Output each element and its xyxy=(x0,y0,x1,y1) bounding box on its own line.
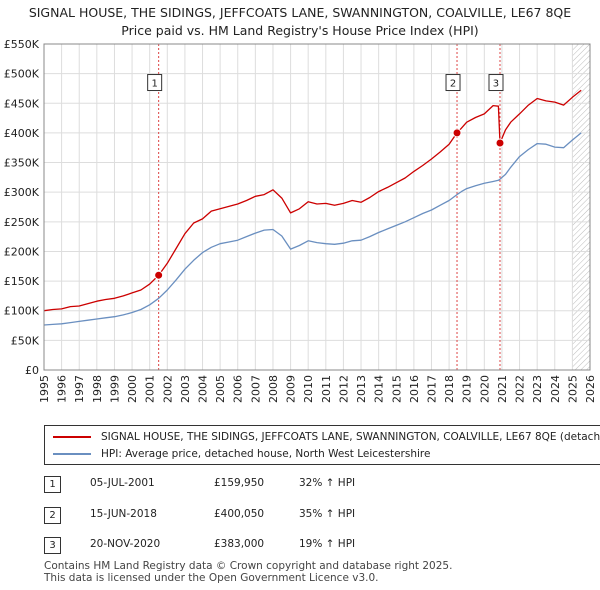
x-tick-label: 2007 xyxy=(249,375,262,403)
x-tick-label: 2012 xyxy=(337,375,350,403)
x-tick-label: 2011 xyxy=(320,375,333,403)
legend-item-property: SIGNAL HOUSE, THE SIDINGS, JEFFCOATS LAN… xyxy=(53,429,600,445)
sale-label-box xyxy=(488,74,504,92)
plot-frame xyxy=(43,43,591,371)
x-tick-label: 1999 xyxy=(108,375,121,403)
transaction-hpi-change: 19% ↑ HPI xyxy=(299,538,356,550)
x-tick-label: 2016 xyxy=(408,375,421,403)
x-tick-label: 2009 xyxy=(285,375,298,403)
x-tick-label: 2023 xyxy=(531,375,544,403)
y-tick-label: £150K xyxy=(4,275,40,288)
legend-label-property: SIGNAL HOUSE, THE SIDINGS, JEFFCOATS LAN… xyxy=(101,431,600,443)
x-tick-label: 2010 xyxy=(302,375,315,403)
sale-point xyxy=(154,270,164,280)
x-tick-label: 2026 xyxy=(584,375,597,403)
transaction-price: £383,000 xyxy=(214,538,265,550)
x-tick-label: 1996 xyxy=(56,375,69,403)
footer-licence: This data is licensed under the Open Gov… xyxy=(44,572,379,584)
y-tick-label: £550K xyxy=(4,38,40,51)
hpi-line xyxy=(43,132,582,326)
y-tick-label: £350K xyxy=(4,157,40,170)
y-tick-label: £250K xyxy=(4,216,40,229)
x-tick-label: 2024 xyxy=(549,375,562,403)
transaction-date: 15-JUN-2018 xyxy=(90,508,157,520)
x-tick-label: 2013 xyxy=(355,375,368,403)
x-tick-label: 2005 xyxy=(214,375,227,403)
footer-attribution: Contains HM Land Registry data © Crown c… xyxy=(44,560,452,584)
x-tick-label: 2001 xyxy=(144,375,157,403)
x-tick-label: 2019 xyxy=(461,375,474,403)
sale-point xyxy=(495,138,505,148)
sale-label-text: 2 xyxy=(450,79,456,90)
x-tick-label: 2020 xyxy=(478,375,491,403)
y-tick-label: £500K xyxy=(4,68,40,81)
property-price-line xyxy=(43,89,582,312)
sale-label-box xyxy=(147,74,163,92)
y-tick-label: £0 xyxy=(25,364,39,377)
transaction-hpi-change: 32% ↑ HPI xyxy=(299,477,356,489)
table-row: 3 20-NOV-2020 £383,000 19% ↑ HPI xyxy=(44,535,464,555)
transaction-date: 05-JUL-2001 xyxy=(90,477,155,489)
projection-hatch xyxy=(572,44,590,370)
legend-swatch-property xyxy=(53,436,91,438)
transaction-number-badge: 1 xyxy=(44,476,61,493)
x-tick-label: 2022 xyxy=(514,375,527,403)
chart-subtitle: Price paid vs. HM Land Registry's House … xyxy=(121,23,479,38)
y-tick-label: £450K xyxy=(4,97,40,110)
y-tick-label: £300K xyxy=(4,186,40,199)
sale-label-text: 1 xyxy=(151,79,157,90)
x-tick-label: 2021 xyxy=(496,375,509,403)
table-row: 2 15-JUN-2018 £400,050 35% ↑ HPI xyxy=(44,505,464,525)
x-tick-label: 2004 xyxy=(197,375,210,403)
x-tick-label: 2015 xyxy=(390,375,403,403)
x-tick-label: 1995 xyxy=(38,375,51,403)
y-tick-label: £100K xyxy=(4,305,40,318)
transaction-price: £400,050 xyxy=(214,508,265,520)
transaction-date: 20-NOV-2020 xyxy=(90,538,161,550)
footer-copyright: Contains HM Land Registry data © Crown c… xyxy=(44,560,453,572)
y-tick-label: £400K xyxy=(4,127,40,140)
legend-label-hpi: HPI: Average price, detached house, Nort… xyxy=(101,448,431,460)
plot-area xyxy=(44,44,590,370)
x-tick-label: 1997 xyxy=(73,375,86,403)
y-tick-label: £50K xyxy=(11,334,40,347)
x-tick-label: 2006 xyxy=(232,375,245,403)
y-tick-label: £200K xyxy=(4,245,40,258)
x-tick-label: 2017 xyxy=(425,375,438,403)
sale-label-box xyxy=(445,74,461,92)
transaction-hpi-change: 35% ↑ HPI xyxy=(299,508,356,520)
chart-title: SIGNAL HOUSE, THE SIDINGS, JEFFCOATS LAN… xyxy=(28,5,572,20)
price-chart: 1 2 3 £0 £50K £100K £150K £200K £250K £300K £350K £… xyxy=(4,38,597,403)
x-tick-label: 2018 xyxy=(443,375,456,403)
transaction-price: £159,950 xyxy=(214,477,265,489)
legend-swatch-hpi xyxy=(53,453,91,455)
x-tick-label: 2008 xyxy=(267,375,280,403)
x-tick-label: 2003 xyxy=(179,375,192,403)
x-tick-label: 2025 xyxy=(566,375,579,403)
transaction-number-badge: 3 xyxy=(44,537,61,554)
x-tick-label: 2014 xyxy=(373,375,386,403)
sale-point xyxy=(452,128,462,138)
x-tick-label: 2002 xyxy=(161,375,174,403)
chart-legend: SIGNAL HOUSE, THE SIDINGS, JEFFCOATS LAN… xyxy=(44,425,600,465)
legend-item-hpi: HPI: Average price, detached house, Nort… xyxy=(53,446,430,462)
sale-label-text: 3 xyxy=(493,79,499,90)
x-tick-label: 2000 xyxy=(126,375,139,403)
table-row: 1 05-JUL-2001 £159,950 32% ↑ HPI xyxy=(44,474,464,494)
transaction-number-badge: 2 xyxy=(44,507,61,524)
x-tick-label: 1998 xyxy=(91,375,104,403)
